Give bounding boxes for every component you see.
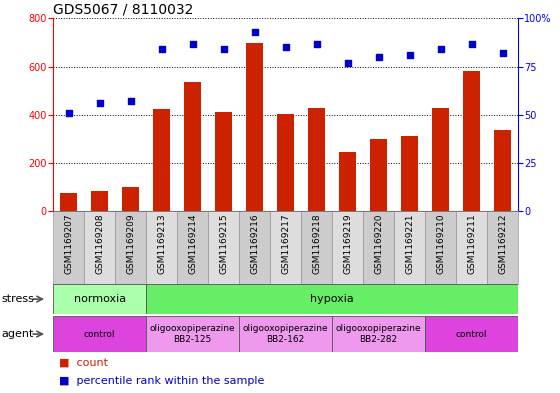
Text: control: control bbox=[456, 330, 487, 338]
Point bbox=[219, 46, 228, 52]
Text: GSM1169216: GSM1169216 bbox=[250, 213, 259, 274]
Bar bbox=[370, 139, 387, 211]
Text: GSM1169219: GSM1169219 bbox=[343, 213, 352, 274]
Point bbox=[281, 44, 290, 50]
Bar bbox=[456, 211, 487, 284]
Bar bbox=[363, 211, 394, 284]
Point bbox=[343, 60, 352, 66]
Bar bbox=[425, 316, 518, 352]
Bar bbox=[394, 211, 425, 284]
Bar bbox=[91, 191, 108, 211]
Bar bbox=[301, 211, 332, 284]
Bar bbox=[308, 108, 325, 211]
Bar bbox=[246, 42, 263, 211]
Bar bbox=[432, 108, 449, 211]
Bar bbox=[215, 112, 232, 211]
Text: stress: stress bbox=[1, 294, 34, 304]
Bar bbox=[332, 211, 363, 284]
Bar bbox=[463, 72, 480, 211]
Point bbox=[126, 98, 135, 105]
Text: GSM1169218: GSM1169218 bbox=[312, 213, 321, 274]
Bar bbox=[239, 211, 270, 284]
Text: GSM1169214: GSM1169214 bbox=[188, 213, 197, 274]
Bar bbox=[53, 211, 84, 284]
Text: GSM1169220: GSM1169220 bbox=[374, 213, 383, 274]
Text: GSM1169221: GSM1169221 bbox=[405, 213, 414, 274]
Point bbox=[95, 100, 104, 107]
Bar bbox=[122, 187, 139, 211]
Text: GSM1169213: GSM1169213 bbox=[157, 213, 166, 274]
Text: ■  count: ■ count bbox=[59, 358, 108, 368]
Bar bbox=[401, 136, 418, 211]
Text: hypoxia: hypoxia bbox=[310, 294, 354, 304]
Bar bbox=[487, 211, 518, 284]
Text: GSM1169209: GSM1169209 bbox=[126, 213, 135, 274]
Bar bbox=[84, 211, 115, 284]
Text: GSM1169211: GSM1169211 bbox=[467, 213, 476, 274]
Bar bbox=[53, 316, 146, 352]
Bar bbox=[153, 109, 170, 211]
Bar bbox=[60, 193, 77, 211]
Bar bbox=[332, 316, 425, 352]
Bar bbox=[146, 211, 177, 284]
Point bbox=[405, 52, 414, 58]
Point bbox=[64, 110, 73, 116]
Text: ■  percentile rank within the sample: ■ percentile rank within the sample bbox=[59, 376, 264, 386]
Bar bbox=[177, 211, 208, 284]
Text: GDS5067 / 8110032: GDS5067 / 8110032 bbox=[53, 2, 194, 17]
Point bbox=[498, 50, 507, 56]
Bar bbox=[239, 316, 332, 352]
Point bbox=[436, 46, 445, 52]
Bar bbox=[425, 211, 456, 284]
Point bbox=[467, 40, 476, 47]
Bar bbox=[339, 152, 356, 211]
Bar bbox=[270, 211, 301, 284]
Text: agent: agent bbox=[1, 329, 34, 339]
Bar bbox=[53, 284, 146, 314]
Text: oligooxopiperazine
BB2-282: oligooxopiperazine BB2-282 bbox=[336, 324, 421, 344]
Text: control: control bbox=[84, 330, 115, 338]
Bar bbox=[494, 130, 511, 211]
Text: GSM1169207: GSM1169207 bbox=[64, 213, 73, 274]
Text: GSM1169215: GSM1169215 bbox=[219, 213, 228, 274]
Point bbox=[374, 54, 383, 60]
Text: GSM1169212: GSM1169212 bbox=[498, 213, 507, 274]
Text: GSM1169210: GSM1169210 bbox=[436, 213, 445, 274]
Bar bbox=[277, 114, 294, 211]
Text: oligooxopiperazine
BB2-125: oligooxopiperazine BB2-125 bbox=[150, 324, 235, 344]
Point bbox=[157, 46, 166, 52]
Bar bbox=[115, 211, 146, 284]
Point bbox=[188, 40, 197, 47]
Text: normoxia: normoxia bbox=[73, 294, 126, 304]
Text: GSM1169208: GSM1169208 bbox=[95, 213, 104, 274]
Point bbox=[312, 40, 321, 47]
Text: GSM1169217: GSM1169217 bbox=[281, 213, 290, 274]
Bar bbox=[146, 284, 518, 314]
Bar bbox=[184, 82, 201, 211]
Bar bbox=[146, 316, 239, 352]
Point bbox=[250, 29, 259, 35]
Text: oligooxopiperazine
BB2-162: oligooxopiperazine BB2-162 bbox=[243, 324, 328, 344]
Bar bbox=[208, 211, 239, 284]
